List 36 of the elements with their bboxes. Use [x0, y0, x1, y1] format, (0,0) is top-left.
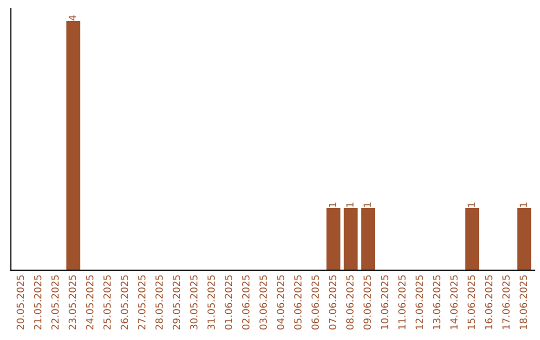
x-tick-label: 05.06.2025: [294, 275, 302, 330]
x-tick-label: 04.06.2025: [276, 275, 284, 330]
data-label: 1: [468, 202, 475, 207]
x-tick-label: 13.06.2025: [432, 275, 440, 330]
x-tick-label: 26.05.2025: [120, 275, 128, 330]
x-tick-label: 31.05.2025: [207, 275, 215, 330]
data-label: 1: [346, 202, 354, 207]
x-tick-label: 29.05.2025: [172, 275, 180, 330]
x-tick-label: 11.06.2025: [398, 275, 406, 330]
x-tick-label: 28.05.2025: [155, 275, 163, 330]
x-tick-label: 15.06.2025: [468, 275, 475, 330]
x-tick-label: 24.05.2025: [86, 275, 94, 330]
data-label: 1: [364, 202, 371, 207]
x-tick-label: 20.05.2025: [16, 275, 24, 330]
x-tick-label: 10.06.2025: [380, 275, 388, 330]
x-tick-label: 16.06.2025: [484, 275, 492, 330]
x-tick-label: 02.06.2025: [242, 275, 250, 330]
x-tick-label: 23.05.2025: [68, 275, 76, 330]
x-tick-label: 08.06.2025: [346, 275, 354, 330]
data-label: 4: [68, 15, 76, 20]
x-tick-label: 17.06.2025: [502, 275, 510, 330]
x-tick-label: 27.05.2025: [138, 275, 146, 330]
x-tick-label: 06.06.2025: [312, 275, 319, 330]
x-tick-label: 30.05.2025: [190, 275, 198, 330]
data-label: 1: [329, 202, 336, 207]
x-tick-label: 09.06.2025: [364, 275, 371, 330]
x-tick-label: 12.06.2025: [416, 275, 423, 330]
x-tick-label: 21.05.2025: [34, 275, 42, 330]
x-tick-label: 18.06.2025: [520, 275, 528, 330]
x-tick-label: 14.06.2025: [450, 275, 458, 330]
data-label: 1: [520, 202, 527, 207]
x-tick-label: 03.06.2025: [259, 275, 267, 330]
x-tick-label: 07.06.2025: [328, 275, 336, 330]
x-tick-label: 22.05.2025: [51, 275, 59, 330]
x-tick-label: 25.05.2025: [103, 275, 111, 330]
x-tick-label: 01.06.2025: [224, 275, 232, 330]
